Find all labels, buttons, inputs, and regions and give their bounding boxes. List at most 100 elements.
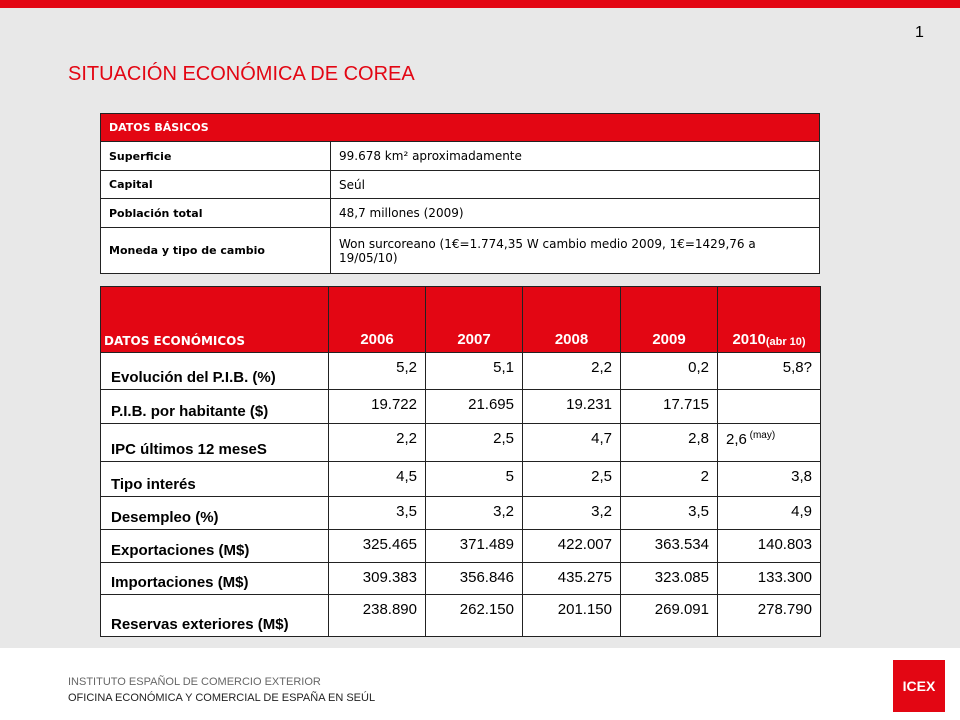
value: 133.300 [757, 569, 812, 586]
value: 3,8 [791, 468, 812, 485]
data-cell: 2 [620, 461, 718, 497]
row-label: Superficie [100, 141, 331, 171]
row-value: Seúl [330, 170, 820, 199]
value: 371.489 [459, 536, 514, 553]
value: 5,1 [493, 359, 514, 376]
data-cell: 278.790 [717, 594, 821, 637]
data-cell: 269.091 [620, 594, 718, 637]
value: 363.534 [654, 536, 709, 553]
row-label: Capital [100, 170, 331, 199]
data-cell: 5,8? [717, 352, 821, 390]
data-cell: 3,5 [328, 496, 426, 530]
row-label: Reservas exteriores (M$) [100, 594, 329, 637]
value: 325.465 [362, 536, 417, 553]
data-cell: 325.465 [328, 529, 426, 563]
row-value: 99.678 km² aproximadamente [330, 141, 820, 171]
row-label: Población total [100, 198, 331, 228]
data-cell: 262.150 [425, 594, 523, 637]
data-cell: 2,6 (may) [717, 423, 821, 462]
data-cell: 2,2 [522, 352, 621, 390]
year: 2007 [457, 331, 491, 348]
row-label: Moneda y tipo de cambio [100, 227, 331, 274]
value: 2,6 [726, 431, 747, 448]
value: 2,5 [493, 430, 514, 447]
value: 0,2 [688, 359, 709, 376]
logo: ICEX [893, 660, 945, 712]
value: 21.695 [468, 396, 514, 413]
year-header: 2010 (abr 10) [717, 286, 821, 353]
footer-line: INSTITUTO ESPAÑOL DE COMERCIO EXTERIOR [68, 676, 321, 688]
value: 323.085 [654, 569, 709, 586]
data-cell [717, 389, 821, 424]
data-cell: 323.085 [620, 562, 718, 595]
row-label: Evolución del P.I.B. (%) [100, 352, 329, 390]
year: 2006 [360, 331, 394, 348]
data-cell: 0,2 [620, 352, 718, 390]
data-cell: 4,7 [522, 423, 621, 462]
top-bar [0, 0, 960, 8]
year-header: 2009 [620, 286, 718, 353]
value: 5 [505, 468, 514, 485]
data-cell: 21.695 [425, 389, 523, 424]
data-cell: 2,5 [522, 461, 621, 497]
data-cell: 2,8 [620, 423, 718, 462]
value: 2,5 [591, 468, 612, 485]
data-cell: 2,2 [328, 423, 426, 462]
footer: INSTITUTO ESPAÑOL DE COMERCIO EXTERIOR O… [68, 674, 375, 706]
year-header: 2006 [328, 286, 426, 353]
data-cell: 3,5 [620, 496, 718, 530]
slide-title: SITUACIÓN ECONÓMICA DE COREA [68, 63, 415, 85]
data-cell: 4,9 [717, 496, 821, 530]
data-cell: 371.489 [425, 529, 523, 563]
footer-line: OFICINA ECONÓMICA Y COMERCIAL DE ESPAÑA … [68, 692, 376, 704]
value: 262.150 [459, 601, 514, 618]
row-label: Importaciones (M$) [100, 562, 329, 595]
data-cell: 3,8 [717, 461, 821, 497]
year-header: 2008 [522, 286, 621, 353]
data-cell: 19.722 [328, 389, 426, 424]
year-header: 2007 [425, 286, 523, 353]
value: 422.007 [557, 536, 612, 553]
value: 3,5 [396, 503, 417, 520]
data-cell: 3,2 [522, 496, 621, 530]
year: 2008 [554, 331, 589, 348]
year-note: (abr 10) [765, 336, 806, 348]
value: 19.231 [566, 396, 612, 413]
value: 3,2 [493, 503, 514, 520]
value: 2,8 [688, 430, 709, 447]
year: 2010 [732, 331, 766, 348]
row-label: IPC últimos 12 meseS [100, 423, 329, 462]
value: 278.790 [757, 601, 812, 618]
data-cell: 201.150 [522, 594, 621, 637]
data-cell: 422.007 [522, 529, 621, 563]
value: 238.890 [362, 601, 417, 618]
data-cell: 2,5 [425, 423, 523, 462]
row-label: P.I.B. por habitante ($) [100, 389, 329, 424]
page-number: 1 [915, 24, 924, 41]
value-note: (may) [746, 430, 776, 441]
value: 17.715 [663, 396, 709, 413]
data-cell: 140.803 [717, 529, 821, 563]
data-cell: 133.300 [717, 562, 821, 595]
value: 4,7 [591, 430, 612, 447]
value: 2 [700, 468, 709, 485]
row-value: Won surcoreano (1€=1.774,35 W cambio med… [330, 227, 820, 274]
value: 3,5 [688, 503, 709, 520]
data-cell: 5 [425, 461, 523, 497]
data-cell: 309.383 [328, 562, 426, 595]
row-label: Tipo interés [100, 461, 329, 497]
value: 2,2 [396, 430, 417, 447]
data-cell: 363.534 [620, 529, 718, 563]
data-cell: 17.715 [620, 389, 718, 424]
data-cell: 4,5 [328, 461, 426, 497]
value: 5,2 [396, 359, 417, 376]
value: 356.846 [459, 569, 514, 586]
data-cell: 19.231 [522, 389, 621, 424]
data-cell: 435.275 [522, 562, 621, 595]
data-cell: 238.890 [328, 594, 426, 637]
value: 4,9 [791, 503, 812, 520]
data-cell: 3,2 [425, 496, 523, 530]
row-label: Exportaciones (M$) [100, 529, 329, 563]
value: 3,2 [591, 503, 612, 520]
